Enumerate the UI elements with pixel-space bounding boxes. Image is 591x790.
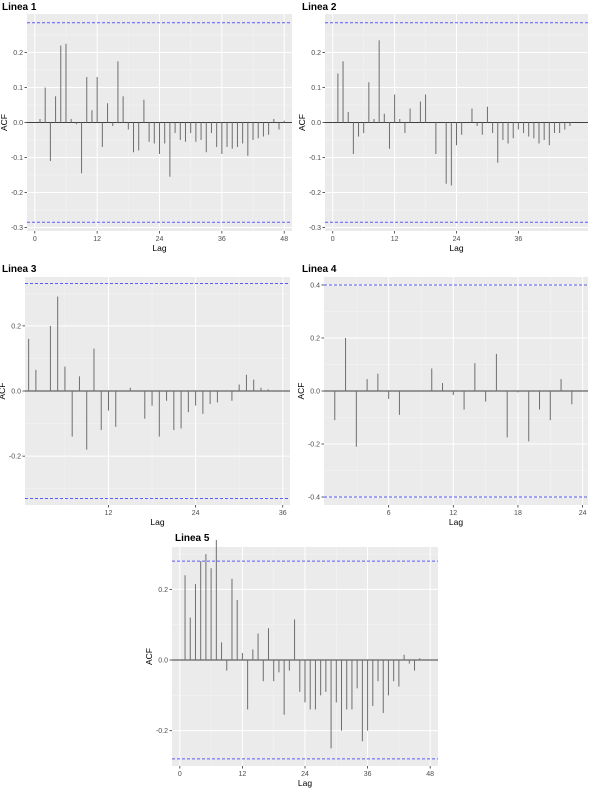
y-tick-label: 0.2 [158, 587, 168, 594]
panel-title: Linea 2 [302, 2, 337, 13]
acf-panel-5: 0 12 24 36 48 -0.2 0.0 0.2 Lag ACF Linea 5 [144, 533, 438, 788]
y-tick-label: -0.2 [309, 190, 321, 197]
x-tick-label: 24 [301, 771, 309, 778]
x-tick-label: 36 [218, 236, 226, 243]
x-tick-label: 0 [331, 236, 335, 243]
x-tick-label: 12 [93, 236, 101, 243]
x-tick-label: 36 [279, 510, 287, 517]
y-axis-title: ACF [296, 383, 306, 400]
y-tick-label: -0.3 [11, 225, 23, 232]
y-tick-label: -0.4 [308, 495, 320, 502]
y-tick-label: 0.1 [311, 85, 321, 92]
x-tick-label: 24 [192, 510, 200, 517]
y-tick-label: -0.1 [309, 155, 321, 162]
x-tick-label: 36 [514, 236, 522, 243]
y-tick-label: 0.0 [310, 389, 320, 396]
x-tick-label: 0 [178, 771, 182, 778]
x-tick-label: 12 [239, 771, 247, 778]
panel-title: Linea 4 [302, 264, 337, 275]
y-tick-label: 0.2 [11, 323, 21, 330]
y-tick-label: 0.4 [310, 282, 320, 289]
y-tick-label: 0.0 [11, 389, 21, 396]
panel-title: Linea 5 [175, 533, 210, 544]
x-axis-title: Lag [449, 517, 463, 527]
y-axis-title: ACF [0, 114, 9, 131]
y-tick-label: -0.2 [156, 728, 168, 735]
y-axis-title: ACF [144, 648, 154, 665]
y-tick-label: 0.2 [13, 50, 23, 57]
x-axis-title: Lag [150, 517, 164, 527]
y-tick-label: -0.1 [11, 155, 23, 162]
x-axis-title: Lag [449, 243, 463, 253]
x-tick-label: 18 [514, 510, 522, 517]
x-tick-label: 36 [364, 771, 372, 778]
y-tick-label: 0.1 [13, 85, 23, 92]
y-tick-label: -0.2 [11, 190, 23, 197]
y-tick-label: 0.0 [158, 658, 168, 665]
panel-title: Linea 3 [2, 264, 37, 275]
y-tick-label: -0.2 [9, 454, 21, 461]
y-axis-title: ACF [297, 114, 307, 131]
acf-panel-2: 0 12 24 36 -0.3 -0.2 -0.1 0.0 0.1 0.2 Lag ACF Linea … [297, 2, 588, 253]
y-axis-title: ACF [0, 383, 7, 400]
acf-panel-3: 12 24 36 -0.2 0.0 0.2 Lag ACF Linea 3 [0, 264, 290, 527]
x-tick-label: 24 [579, 510, 587, 517]
x-tick-label: 12 [449, 510, 457, 517]
y-tick-label: -0.3 [309, 225, 321, 232]
x-tick-label: 24 [156, 236, 164, 243]
x-axis-title: Lag [298, 778, 312, 788]
x-tick-label: 12 [105, 510, 113, 517]
x-axis-title: Lag [152, 243, 166, 253]
acf-panel-1: 0 12 24 36 48 -0.3 -0.2 -0.1 0.0 0.1 0.2 Lag ACF Line… [0, 2, 292, 253]
y-tick-label: -0.2 [308, 442, 320, 449]
x-tick-label: 48 [426, 771, 434, 778]
x-tick-label: 12 [391, 236, 399, 243]
acf-panel-4: 6 12 18 24 -0.4 -0.2 0.0 0.2 0.4 Lag ACF Linea 4 [296, 264, 588, 527]
y-tick-label: 0.0 [13, 120, 23, 127]
x-tick-label: 48 [280, 236, 288, 243]
x-tick-label: 0 [33, 236, 37, 243]
x-tick-label: 24 [453, 236, 461, 243]
y-tick-label: 0.2 [310, 335, 320, 342]
y-tick-label: 0.2 [311, 50, 321, 57]
y-tick-label: 0.0 [311, 120, 321, 127]
panel-title: Linea 1 [2, 2, 37, 13]
x-tick-label: 6 [387, 510, 391, 517]
